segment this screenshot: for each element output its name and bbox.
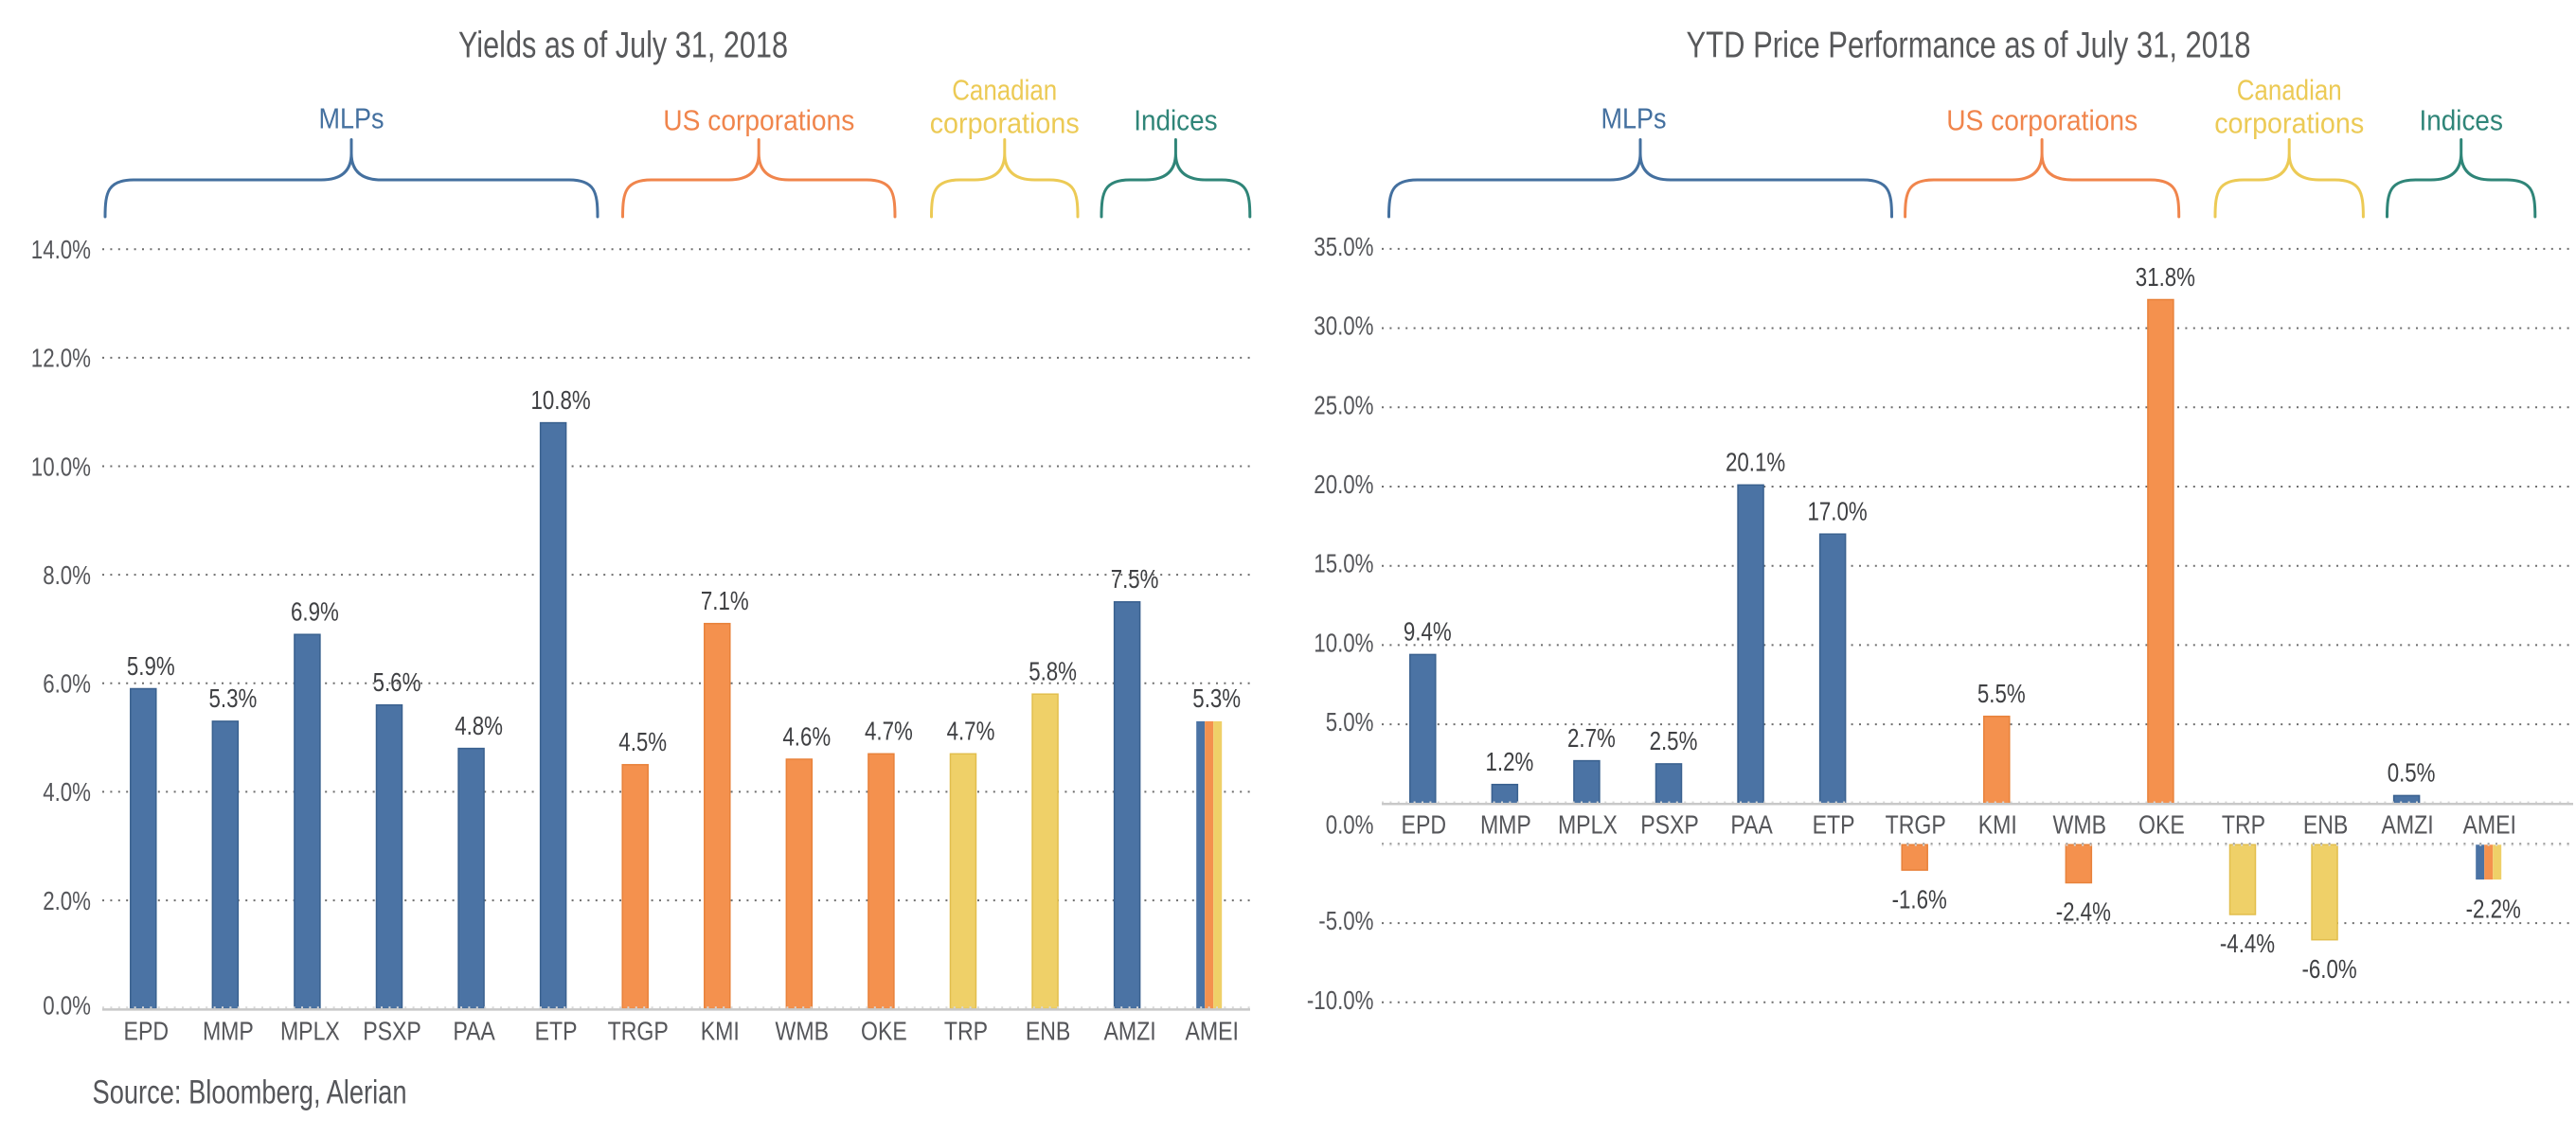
svg-text:ENB: ENB <box>2303 810 2349 840</box>
svg-text:Yields as of July 31, 2018: Yields as of July 31, 2018 <box>458 26 788 66</box>
svg-text:MMP: MMP <box>1480 810 1531 840</box>
svg-text:2.7%: 2.7% <box>1567 723 1616 753</box>
svg-text:Indices: Indices <box>1134 104 1217 137</box>
svg-text:AMZI: AMZI <box>1104 1017 1156 1046</box>
svg-text:-5.0%: -5.0% <box>1318 906 1373 935</box>
svg-text:KMI: KMI <box>1978 810 2017 840</box>
svg-text:0.0%: 0.0% <box>1326 810 1374 840</box>
svg-text:MLPs: MLPs <box>319 101 385 134</box>
svg-text:Canadian: Canadian <box>2237 74 2342 107</box>
svg-text:MPLX: MPLX <box>1558 810 1618 840</box>
svg-text:15.0%: 15.0% <box>1314 549 1373 578</box>
svg-text:YTD Price Performance as of Ju: YTD Price Performance as of July 31, 201… <box>1687 26 2251 66</box>
svg-text:-1.6%: -1.6% <box>1892 884 1947 914</box>
svg-text:4.8%: 4.8% <box>455 711 503 740</box>
svg-text:31.8%: 31.8% <box>2136 262 2195 292</box>
svg-text:5.5%: 5.5% <box>1977 679 2026 708</box>
svg-text:0.0%: 0.0% <box>43 991 91 1021</box>
svg-text:EPD: EPD <box>124 1017 170 1046</box>
svg-text:4.6%: 4.6% <box>782 721 831 751</box>
svg-text:TRGP: TRGP <box>1886 810 1946 840</box>
svg-text:AMEI: AMEI <box>2462 810 2516 840</box>
svg-text:8.0%: 8.0% <box>43 560 91 590</box>
svg-text:Canadian: Canadian <box>952 74 1057 107</box>
svg-text:35.0%: 35.0% <box>1314 232 1373 261</box>
svg-text:AMEI: AMEI <box>1185 1017 1239 1046</box>
svg-text:4.0%: 4.0% <box>43 777 91 807</box>
svg-text:TRP: TRP <box>2222 810 2265 840</box>
svg-text:10.8%: 10.8% <box>531 385 591 415</box>
svg-text:US corporations: US corporations <box>1946 104 2138 137</box>
svg-text:9.4%: 9.4% <box>1404 617 1452 647</box>
svg-text:4.5%: 4.5% <box>618 727 667 756</box>
svg-text:-4.4%: -4.4% <box>2220 929 2275 958</box>
svg-text:5.0%: 5.0% <box>1326 707 1374 737</box>
svg-text:PSXP: PSXP <box>1640 810 1699 840</box>
svg-text:14.0%: 14.0% <box>31 235 91 264</box>
svg-text:Source: Bloomberg, Alerian: Source: Bloomberg, Alerian <box>93 1074 407 1111</box>
svg-text:6.0%: 6.0% <box>43 669 91 699</box>
svg-text:12.0%: 12.0% <box>31 344 91 373</box>
svg-text:PSXP: PSXP <box>363 1017 421 1046</box>
svg-text:10.0%: 10.0% <box>31 452 91 481</box>
svg-text:2.5%: 2.5% <box>1650 726 1698 755</box>
svg-text:TRGP: TRGP <box>608 1017 669 1046</box>
svg-text:-2.4%: -2.4% <box>2056 897 2111 927</box>
svg-text:20.1%: 20.1% <box>1726 448 1785 477</box>
svg-text:7.5%: 7.5% <box>1111 564 1159 594</box>
svg-text:5.3%: 5.3% <box>209 683 258 713</box>
svg-text:5.6%: 5.6% <box>373 667 421 697</box>
svg-text:2.0%: 2.0% <box>43 886 91 915</box>
svg-text:-6.0%: -6.0% <box>2302 954 2357 984</box>
svg-text:20.0%: 20.0% <box>1314 470 1373 499</box>
svg-text:4.7%: 4.7% <box>947 717 995 746</box>
svg-text:PAA: PAA <box>453 1017 495 1046</box>
svg-text:WMB: WMB <box>2053 810 2107 840</box>
svg-text:corporations: corporations <box>2214 106 2364 139</box>
svg-text:5.8%: 5.8% <box>1029 657 1077 686</box>
svg-text:7.1%: 7.1% <box>701 586 749 615</box>
svg-text:0.5%: 0.5% <box>2388 758 2436 788</box>
svg-text:MPLX: MPLX <box>280 1017 340 1046</box>
svg-text:ETP: ETP <box>535 1017 578 1046</box>
svg-text:AMZI: AMZI <box>2382 810 2434 840</box>
svg-text:ENB: ENB <box>1026 1017 1071 1046</box>
svg-text:MLPs: MLPs <box>1601 101 1667 134</box>
svg-text:17.0%: 17.0% <box>1808 497 1868 526</box>
svg-text:EPD: EPD <box>1402 810 1447 840</box>
svg-text:5.3%: 5.3% <box>1192 683 1241 713</box>
svg-text:1.2%: 1.2% <box>1486 747 1534 776</box>
svg-text:US corporations: US corporations <box>663 104 854 137</box>
svg-text:Indices: Indices <box>2420 104 2503 137</box>
svg-text:25.0%: 25.0% <box>1314 390 1373 419</box>
svg-text:KMI: KMI <box>701 1017 740 1046</box>
svg-text:6.9%: 6.9% <box>291 597 339 627</box>
svg-text:30.0%: 30.0% <box>1314 311 1373 341</box>
svg-text:WMB: WMB <box>776 1017 830 1046</box>
svg-text:ETP: ETP <box>1813 810 1855 840</box>
svg-text:10.0%: 10.0% <box>1314 628 1373 657</box>
svg-text:TRP: TRP <box>944 1017 988 1046</box>
svg-text:-2.2%: -2.2% <box>2466 894 2521 923</box>
svg-text:4.7%: 4.7% <box>865 717 913 746</box>
svg-text:MMP: MMP <box>203 1017 254 1046</box>
svg-text:corporations: corporations <box>930 106 1080 139</box>
svg-text:OKE: OKE <box>861 1017 907 1046</box>
svg-text:PAA: PAA <box>1730 810 1773 840</box>
svg-text:OKE: OKE <box>2138 810 2185 840</box>
svg-text:5.9%: 5.9% <box>127 651 175 681</box>
svg-text:-10.0%: -10.0% <box>1307 985 1374 1015</box>
